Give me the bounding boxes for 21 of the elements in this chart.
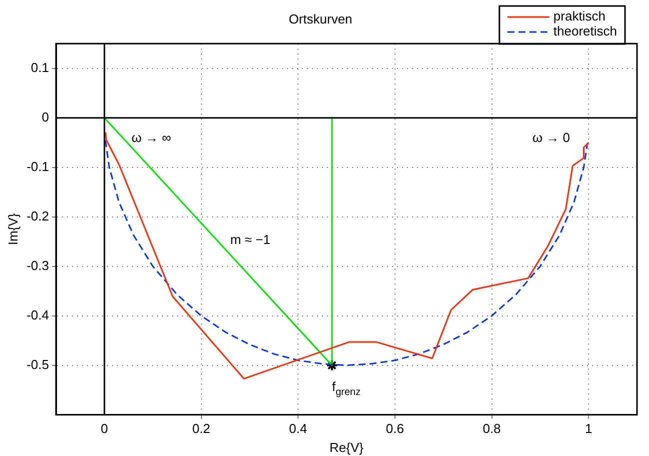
y-tick-label: -0.1 — [26, 158, 49, 174]
annotation: m ≈ −1 — [230, 232, 270, 247]
legend-label: praktisch — [553, 8, 606, 24]
x-tick-label: 0.4 — [289, 421, 308, 436]
y-axis-title: Im{V} — [5, 212, 20, 246]
legend-label: theoretisch — [553, 24, 618, 39]
x-tick-label: 0.2 — [192, 421, 210, 436]
annotation: ω → ∞ — [132, 130, 172, 145]
y-tick-label: 0 — [42, 109, 49, 124]
x-tick-label: 0.6 — [386, 421, 404, 436]
y-tick-label: -0.3 — [26, 258, 49, 273]
y-tick-label: 0.1 — [30, 60, 49, 75]
x-tick-label: 0.8 — [482, 421, 501, 436]
annotation: ω → 0 — [532, 130, 570, 145]
x-tick-label: 1 — [584, 421, 592, 436]
chart-title: Ortskurven — [288, 11, 352, 26]
x-tick-label: 0 — [100, 421, 108, 436]
y-tick-label: -0.5 — [26, 356, 49, 372]
y-tick-label: -0.2 — [26, 208, 49, 224]
x-axis-title: Re{V} — [330, 440, 364, 455]
y-tick-label: -0.4 — [26, 307, 49, 322]
